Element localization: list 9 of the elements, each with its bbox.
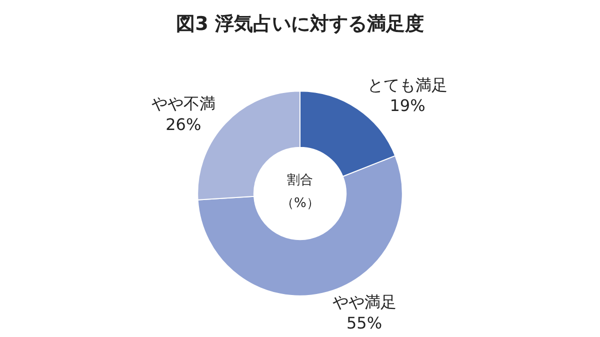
data-label: 55% (346, 313, 382, 332)
slice-label: やや不満 (151, 94, 216, 114)
text: （%） (281, 196, 320, 211)
data-label: 19% (390, 96, 426, 116)
data-label: 26% (166, 114, 202, 134)
chart-title: 図3 浮気占いに対する満足度 (176, 13, 424, 36)
slice-label: やや満足 (332, 292, 396, 312)
text: 割合 (287, 173, 313, 188)
slice-label: とても満足 (368, 75, 448, 94)
